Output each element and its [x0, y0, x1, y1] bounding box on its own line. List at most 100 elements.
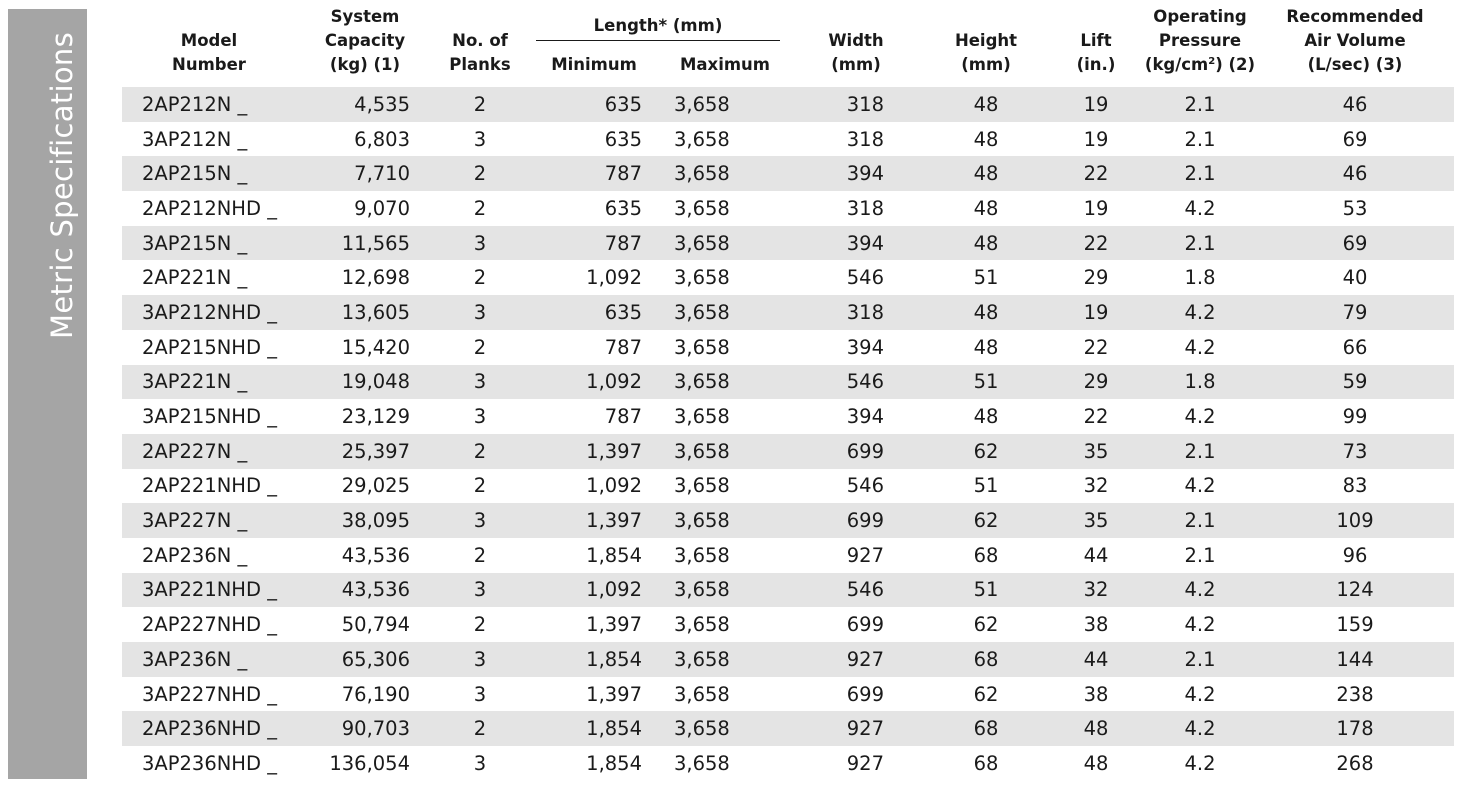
cell-system-capacity: 9,070: [296, 191, 434, 226]
cell-length-maximum: 3,658: [662, 121, 788, 157]
table-row: 3AP227N _ 38,095 3 1,397 3,658 699 62 35 2.1 109: [122, 503, 1454, 538]
cell-no-of-planks: 2: [434, 711, 526, 747]
cell-model-number: 3AP215N _: [122, 225, 296, 261]
cell-model-number: 3AP212NHD _: [122, 295, 296, 330]
cell-model-number: 3AP236N _: [122, 642, 296, 677]
cell-lift: 35: [1048, 433, 1144, 469]
cell-model-number: 2AP212NHD _: [122, 191, 296, 226]
cell-length-maximum: 3,658: [662, 399, 788, 434]
cell-width: 394: [788, 225, 924, 261]
table-row: 2AP236N _ 43,536 2 1,854 3,658 927 68 44 2.1 96: [122, 537, 1454, 573]
cell-air-volume: 69: [1256, 121, 1454, 157]
cell-air-volume: 66: [1256, 329, 1454, 365]
cell-lift: 22: [1048, 156, 1144, 192]
cell-no-of-planks: 2: [434, 87, 526, 122]
table-row: 2AP215N _ 7,710 2 787 3,658 394 48 22 2.1 46: [122, 156, 1454, 192]
table-row: 3AP221NHD _ 43,536 3 1,092 3,658 546 51 32 4.2 12…: [122, 572, 1454, 608]
sidebar-title: Metric Specifications: [45, 32, 79, 339]
cell-system-capacity: 43,536: [296, 537, 434, 573]
cell-operating-pressure: 4.2: [1144, 607, 1256, 642]
cell-length-minimum: 1,092: [526, 260, 662, 296]
header-operating-pressure: Operating Pressure (kg/cm2) (2): [1144, 7, 1256, 74]
table-body: 2AP212N _ 4,535 2 635 3,658 318 48 19 2.1 46 3AP21…: [122, 87, 1454, 781]
table-row: 3AP215N _ 11,565 3 787 3,658 394 48 22 2.1 69: [122, 225, 1454, 261]
cell-system-capacity: 136,054: [296, 746, 434, 781]
cell-operating-pressure: 1.8: [1144, 364, 1256, 400]
table-row: 2AP236NHD _ 90,703 2 1,854 3,658 927 68 48 4.2 17…: [122, 711, 1454, 747]
table-row: 2AP215NHD _ 15,420 2 787 3,658 394 48 22 4.2 66: [122, 329, 1454, 365]
cell-no-of-planks: 3: [434, 295, 526, 330]
cell-air-volume: 46: [1256, 156, 1454, 192]
cell-operating-pressure: 2.1: [1144, 642, 1256, 677]
cell-length-minimum: 635: [526, 121, 662, 157]
cell-length-minimum: 1,397: [526, 433, 662, 469]
header-length-maximum: Maximum: [680, 55, 770, 74]
header-width: Width (mm): [828, 31, 884, 74]
cell-length-minimum: 1,854: [526, 711, 662, 747]
cell-no-of-planks: 3: [434, 121, 526, 157]
cell-width: 318: [788, 295, 924, 330]
cell-model-number: 2AP227N _: [122, 433, 296, 469]
cell-system-capacity: 19,048: [296, 364, 434, 400]
cell-lift: 22: [1048, 399, 1144, 434]
cell-system-capacity: 25,397: [296, 433, 434, 469]
cell-operating-pressure: 4.2: [1144, 676, 1256, 712]
cell-length-maximum: 3,658: [662, 191, 788, 226]
table-row: 3AP212NHD _ 13,605 3 635 3,658 318 48 19 4.2 79: [122, 295, 1454, 330]
cell-air-volume: 124: [1256, 572, 1454, 608]
cell-air-volume: 53: [1256, 191, 1454, 226]
cell-length-minimum: 635: [526, 191, 662, 226]
table-row: 2AP227N _ 25,397 2 1,397 3,658 699 62 35 2.1 73: [122, 433, 1454, 469]
metric-specifications-table: Model Number System Capacity (kg) (1) No…: [122, 5, 1454, 781]
cell-length-maximum: 3,658: [662, 225, 788, 261]
cell-lift: 22: [1048, 329, 1144, 365]
cell-operating-pressure: 4.2: [1144, 746, 1256, 781]
cell-no-of-planks: 2: [434, 260, 526, 296]
cell-lift: 48: [1048, 711, 1144, 747]
cell-no-of-planks: 3: [434, 364, 526, 400]
cell-air-volume: 178: [1256, 711, 1454, 747]
header-length-minimum: Minimum: [551, 55, 637, 74]
cell-model-number: 3AP227NHD _: [122, 676, 296, 712]
cell-model-number: 2AP215N _: [122, 156, 296, 192]
header-no-of-planks: No. of Planks: [449, 31, 511, 74]
header-lift: Lift (in.): [1076, 31, 1116, 74]
cell-width: 927: [788, 537, 924, 573]
cell-system-capacity: 7,710: [296, 156, 434, 192]
cell-no-of-planks: 2: [434, 537, 526, 573]
cell-system-capacity: 15,420: [296, 329, 434, 365]
cell-length-maximum: 3,658: [662, 537, 788, 573]
cell-lift: 19: [1048, 121, 1144, 157]
cell-height: 68: [924, 746, 1048, 781]
cell-width: 927: [788, 711, 924, 747]
table-row: 2AP212N _ 4,535 2 635 3,658 318 48 19 2.1 46: [122, 87, 1454, 122]
cell-length-maximum: 3,658: [662, 260, 788, 296]
cell-width: 546: [788, 260, 924, 296]
cell-model-number: 3AP227N _: [122, 503, 296, 538]
table-row: 2AP227NHD _ 50,794 2 1,397 3,658 699 62 38 4.2 15…: [122, 607, 1454, 642]
cell-lift: 32: [1048, 468, 1144, 504]
cell-lift: 22: [1048, 225, 1144, 261]
cell-operating-pressure: 1.8: [1144, 260, 1256, 296]
cell-height: 51: [924, 364, 1048, 400]
cell-length-maximum: 3,658: [662, 503, 788, 538]
cell-model-number: 2AP221NHD _: [122, 468, 296, 504]
cell-width: 394: [788, 399, 924, 434]
cell-length-maximum: 3,658: [662, 572, 788, 608]
cell-height: 48: [924, 329, 1048, 365]
cell-air-volume: 69: [1256, 225, 1454, 261]
cell-width: 394: [788, 329, 924, 365]
cell-width: 394: [788, 156, 924, 192]
table-row: 2AP221N _ 12,698 2 1,092 3,658 546 51 29 1.8 40: [122, 260, 1454, 296]
cell-air-volume: 109: [1256, 503, 1454, 538]
cell-air-volume: 144: [1256, 642, 1454, 677]
cell-lift: 19: [1048, 295, 1144, 330]
cell-no-of-planks: 3: [434, 642, 526, 677]
cell-air-volume: 96: [1256, 537, 1454, 573]
cell-lift: 19: [1048, 191, 1144, 226]
cell-length-minimum: 635: [526, 295, 662, 330]
cell-operating-pressure: 2.1: [1144, 537, 1256, 573]
cell-height: 62: [924, 607, 1048, 642]
cell-air-volume: 83: [1256, 468, 1454, 504]
table-row: 3AP215NHD _ 23,129 3 787 3,658 394 48 22 4.2 99: [122, 399, 1454, 434]
